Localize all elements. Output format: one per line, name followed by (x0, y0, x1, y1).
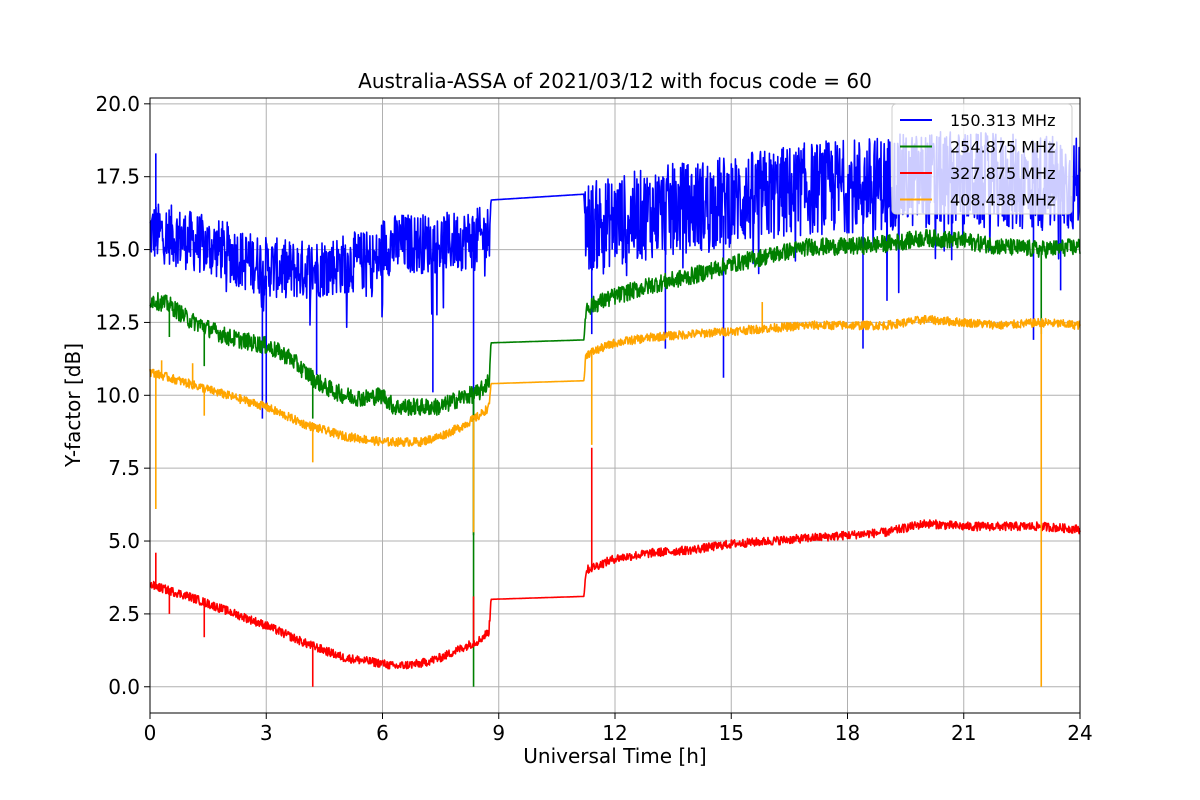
x-tick-label: 3 (260, 721, 273, 745)
x-tick-label: 21 (951, 721, 976, 745)
chart-title: Australia-ASSA of 2021/03/12 with focus … (358, 69, 872, 93)
legend-label: 254.875 MHz (950, 138, 1055, 157)
series-line (149, 519, 1081, 670)
x-tick-label: 12 (602, 721, 627, 745)
y-tick-label: 5.0 (108, 529, 140, 553)
legend-box (891, 103, 1073, 215)
x-axis: 0 3 6 9 12 15 18 21 24 (144, 713, 1093, 745)
series-3 (149, 302, 1081, 687)
x-tick-label: 0 (144, 721, 157, 745)
y-tick-label: 20.0 (95, 92, 140, 116)
legend-label: 327.875 MHz (950, 164, 1055, 183)
x-tick-label: 18 (835, 721, 860, 745)
series-line (149, 314, 1081, 448)
legend-label: 408.438 MHz (950, 191, 1055, 210)
y-tick-label: 7.5 (108, 456, 140, 480)
x-tick-label: 6 (376, 721, 389, 745)
y-tick-label: 15.0 (95, 238, 140, 262)
y-axis: 0.0 2.5 5.0 7.5 10.0 12.5 15.0 17.5 20.0 (95, 92, 150, 699)
y-tick-label: 12.5 (95, 310, 140, 334)
x-tick-label: 24 (1067, 721, 1092, 745)
legend: 150.313 MHz 254.875 MHz 327.875 MHz 408.438… (891, 103, 1073, 215)
y-tick-label: 0.0 (108, 675, 140, 699)
x-tick-label: 9 (492, 721, 505, 745)
series-line (149, 229, 1081, 416)
x-axis-label: Universal Time [h] (523, 744, 706, 768)
x-tick-label: 15 (719, 721, 744, 745)
y-tick-label: 17.5 (95, 165, 140, 189)
y-tick-label: 10.0 (95, 383, 140, 407)
legend-label: 150.313 MHz (950, 111, 1055, 130)
y-axis-label: Y-factor [dB] (61, 343, 85, 468)
y-tick-label: 2.5 (108, 602, 140, 626)
series-2 (149, 447, 1081, 687)
